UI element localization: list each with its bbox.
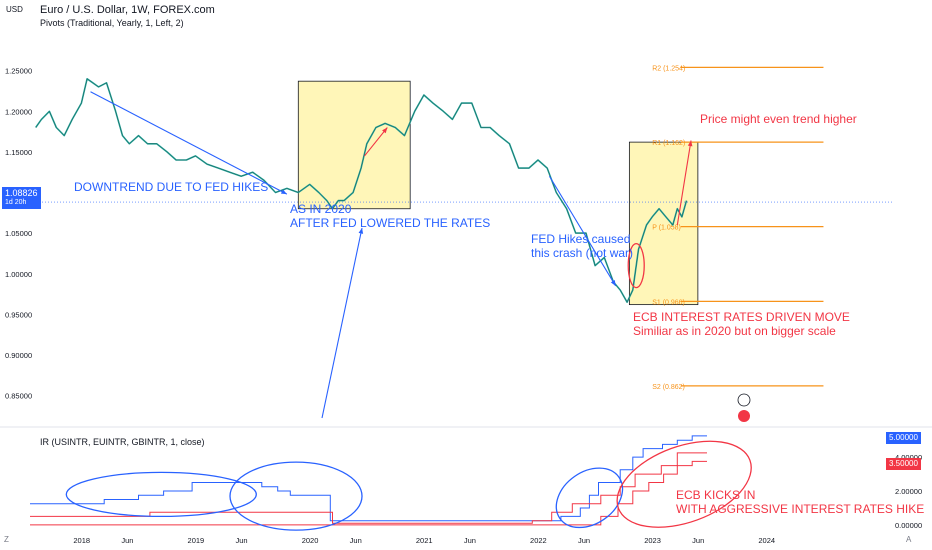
- time-axis-tick-8: 2022: [530, 536, 547, 545]
- currency-label: USD: [6, 5, 23, 14]
- price-axis-tick-6: 0.95000: [5, 310, 32, 319]
- ir-gb-line: [30, 452, 707, 524]
- last-price-badge: 1.08826 1d 20h: [2, 187, 41, 209]
- indicator-legend[interactable]: Pivots (Traditional, Yearly, 1, Left, 2): [40, 18, 184, 28]
- ir-circle-2019: [229, 461, 363, 531]
- price-axis-tick-5: 1.00000: [5, 270, 32, 279]
- time-axis-tick-0: 2018: [73, 536, 90, 545]
- annotation-fed-line2: this crash (not war): [531, 246, 634, 260]
- price-axis-tick-2: 1.15000: [5, 148, 32, 157]
- downtrend-arrow-head: [280, 189, 287, 195]
- time-axis-tick-1: Jun: [121, 536, 133, 545]
- price-axis-tick-7: 0.90000: [5, 351, 32, 360]
- ir-circle-2018: [65, 471, 257, 518]
- pivot-label-0: R2 (1.254): [652, 65, 685, 72]
- ir-panel-title[interactable]: IR (USINTR, EUINTR, GBINTR, 1, close): [40, 437, 205, 447]
- time-axis-tick-9: Jun: [578, 536, 590, 545]
- time-axis-tick-7: Jun: [464, 536, 476, 545]
- as-2020-arrow-shaft: [321, 227, 363, 419]
- last-price-value: 1.08826: [5, 188, 38, 198]
- downtrend-arrow-shaft: [90, 91, 288, 195]
- ir-circle-2023: [616, 440, 752, 528]
- ir-axis-tick-0: 4.00000: [895, 453, 922, 462]
- gb-rate-badge: 3.50000: [886, 458, 921, 470]
- time-axis-tick-4: 2020: [302, 536, 319, 545]
- ir-eu-line: [30, 460, 707, 526]
- fed-hike-arrow-head: [610, 279, 616, 286]
- annotation-ecb-line1: ECB INTEREST RATES DRIVEN MOVE: [633, 310, 850, 324]
- time-axis-tick-5: Jun: [350, 536, 362, 545]
- price-series-wick: [35, 78, 687, 303]
- pivot-label-2: P (1.058): [652, 225, 681, 232]
- price-axis-tick-0: 1.25000: [5, 67, 32, 76]
- annotation-ecb-line2: Similiar as in 2020 but on bigger scale: [633, 324, 836, 338]
- annotation-ecb-kicks-line1: ECB KICKS IN: [676, 488, 756, 502]
- time-axis-tick-12: 2024: [758, 536, 775, 545]
- us-rate-badge: 5.00000: [886, 432, 921, 444]
- annotation-fed-line1: FED Hikes caused: [531, 232, 631, 246]
- annotation-as-2020-line1: AS IN 2020: [290, 202, 352, 216]
- time-axis-tick-2: 2019: [188, 536, 205, 545]
- pivot-label-4: S2 (0.862): [652, 384, 685, 391]
- annotation-trend-higher: Price might even trend higher: [700, 112, 857, 126]
- highlight-box-2020: [297, 80, 411, 210]
- projected-arrow-2023-head: [687, 140, 693, 147]
- symbol-title[interactable]: Euro / U.S. Dollar, 1W, FOREX.com: [40, 4, 215, 16]
- annotation-as-2020-line2: AFTER FED LOWERED THE RATES: [290, 216, 491, 230]
- time-axis-tick-6: 2021: [416, 536, 433, 545]
- pivot-label-3: S1 (0.966): [652, 299, 685, 306]
- ir-us-line: [30, 435, 707, 522]
- price-axis-tick-1: 1.20000: [5, 107, 32, 116]
- price-axis-tick-8: 0.85000: [5, 392, 32, 401]
- pivot-label-1: R1 (1.162): [652, 140, 685, 147]
- auto-scale-button[interactable]: A: [906, 535, 912, 544]
- ir-axis-tick-2: 0.00000: [895, 521, 922, 530]
- annotation-downtrend: DOWNTREND DUE TO FED HIKES: [74, 180, 269, 194]
- ir-circle-2022: [555, 467, 624, 529]
- us-flag-event-icon: [738, 410, 750, 422]
- timezone-icon[interactable]: Z: [4, 535, 9, 544]
- time-axis-tick-3: Jun: [235, 536, 247, 545]
- fed-hike-arrow-shaft: [548, 175, 617, 287]
- projected-arrow-2023-shaft: [676, 140, 692, 226]
- ir-axis-tick-1: 2.00000: [895, 487, 922, 496]
- bounce-circle: [627, 242, 645, 289]
- rebound-arrow-2020-head: [382, 127, 388, 134]
- time-axis-tick-10: 2023: [644, 536, 661, 545]
- highlight-box-2023: [628, 141, 699, 306]
- flash-event-icon: [737, 393, 751, 407]
- price-axis-tick-4: 1.05000: [5, 229, 32, 238]
- rebound-arrow-2020-shaft: [364, 127, 388, 157]
- time-axis-tick-11: Jun: [692, 536, 704, 545]
- as-2020-arrow-head: [358, 228, 364, 234]
- annotation-ecb-kicks-line2: WITH AGGRESSIVE INTEREST RATES HIKE: [676, 502, 925, 516]
- bar-countdown: 1d 20h: [5, 199, 27, 206]
